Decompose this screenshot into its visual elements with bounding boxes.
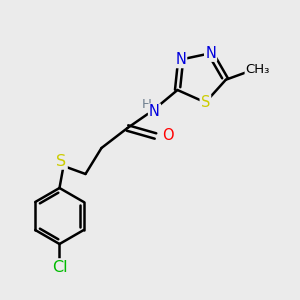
Text: O: O bbox=[162, 128, 173, 143]
Text: H: H bbox=[142, 98, 152, 112]
Text: Cl: Cl bbox=[52, 260, 67, 274]
Text: S: S bbox=[56, 154, 67, 169]
Text: N: N bbox=[205, 46, 216, 61]
Text: CH₃: CH₃ bbox=[246, 63, 270, 76]
Text: N: N bbox=[149, 104, 160, 119]
Text: S: S bbox=[201, 95, 210, 110]
Text: N: N bbox=[175, 52, 186, 67]
